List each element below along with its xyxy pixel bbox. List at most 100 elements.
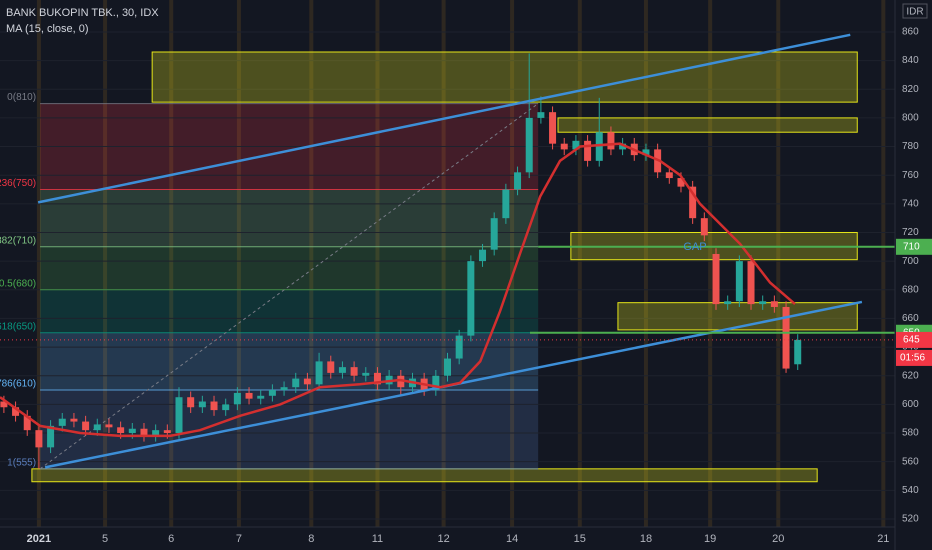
x-tick-label: 7 — [236, 533, 242, 545]
fib-band — [40, 289, 539, 333]
candle-body — [70, 418, 78, 422]
fib-band — [40, 189, 539, 247]
candle-body — [595, 132, 603, 161]
candle-body — [572, 140, 580, 150]
candle-body — [619, 143, 627, 150]
candle-body — [525, 117, 533, 173]
candle-body — [338, 367, 346, 373]
candle-body — [233, 392, 241, 405]
candle-body — [794, 339, 802, 365]
candle-body — [327, 361, 335, 373]
x-tick-label: 14 — [506, 533, 518, 545]
candle-body — [373, 372, 381, 385]
chart-title: BANK BUKOPIN TBK., 30, IDX — [6, 7, 159, 19]
candle-body — [163, 430, 171, 434]
x-tick-label: 11 — [372, 533, 383, 545]
y-tick-label: 600 — [902, 399, 919, 410]
candle-body — [397, 375, 405, 388]
candle-body — [642, 149, 650, 156]
candle-body — [152, 430, 160, 436]
candle-body — [350, 367, 358, 376]
candle-body — [187, 397, 195, 408]
trendline — [37, 33, 851, 204]
y-tick-label: 780 — [902, 141, 919, 152]
zone — [151, 51, 858, 103]
y-tick-label: 620 — [902, 370, 919, 381]
candle-body — [128, 428, 136, 434]
candle-body — [724, 301, 732, 305]
candle-body — [432, 375, 440, 391]
fib-band — [40, 246, 539, 290]
y-tick-label: 580 — [902, 428, 919, 439]
zone — [557, 117, 858, 133]
candle-body — [222, 404, 230, 411]
candle-body — [700, 218, 708, 236]
candle-body — [747, 261, 755, 305]
x-tick-label: 20 — [772, 533, 784, 545]
x-tick-label: 21 — [877, 533, 889, 545]
zone — [617, 302, 858, 331]
candle-body — [665, 172, 673, 179]
y-tick-label: 820 — [902, 84, 919, 95]
candle-body — [23, 415, 31, 431]
candle-body — [759, 301, 767, 305]
candle-body — [735, 261, 743, 302]
price-tag-label: 710 — [903, 241, 920, 252]
x-tick-label: 5 — [102, 533, 108, 545]
candle-body — [175, 397, 183, 434]
y-tick-label: 700 — [902, 256, 919, 267]
candle-body — [198, 401, 206, 408]
x-tick-label: 8 — [308, 533, 314, 545]
candle-body — [479, 249, 487, 262]
price-tag — [896, 238, 932, 255]
candle-body — [280, 387, 288, 391]
y-tick-label: 560 — [902, 456, 919, 467]
candle-body — [12, 407, 20, 416]
y-tick-label: 720 — [902, 227, 919, 238]
fib-label: 0.5(680) — [0, 278, 36, 289]
currency: IDR — [906, 7, 923, 18]
currency-box — [902, 3, 928, 19]
candle-body — [514, 172, 522, 190]
fib-band — [40, 332, 539, 391]
y-tick-label: 840 — [902, 55, 919, 66]
fib-label: 786(610) — [0, 379, 36, 390]
countdown: 01:56 — [900, 353, 925, 364]
candle-body — [467, 261, 475, 336]
candle-body — [303, 378, 311, 385]
fib-trend — [39, 103, 539, 470]
price-tag — [896, 331, 932, 348]
axes: 5205405605806006206406606807007207407607… — [27, 27, 932, 545]
candle-body — [268, 390, 276, 396]
candle-body — [770, 301, 778, 307]
x-tick-label: 12 — [437, 533, 449, 545]
y-tick-label: 520 — [902, 514, 919, 525]
candle-body — [677, 178, 685, 187]
candle-body — [315, 361, 323, 385]
candle-body — [245, 392, 253, 399]
y-tick-label: 740 — [902, 198, 919, 209]
fib-label: 382(710) — [0, 235, 36, 246]
fib-label: 1(555) — [7, 457, 36, 468]
candle-body — [105, 424, 113, 428]
candle-body — [140, 428, 148, 436]
x-tick-label: 2021 — [27, 533, 51, 545]
candle-body — [443, 358, 452, 376]
annotation: GAP — [683, 241, 706, 253]
moving-average — [0, 142, 796, 438]
candle-body — [549, 112, 557, 144]
y-tick-label: 760 — [902, 170, 919, 181]
candle-body — [35, 430, 43, 448]
candle-body — [257, 395, 265, 399]
x-tick-label: 6 — [168, 533, 174, 545]
y-tick-label: 800 — [902, 113, 919, 124]
x-tick-label: 15 — [574, 533, 586, 545]
fib-label: 618(650) — [0, 321, 36, 332]
x-tick-label: 18 — [640, 533, 652, 545]
fib-label: 0(810) — [7, 92, 36, 103]
candle-body — [455, 335, 463, 359]
candle-body — [537, 112, 545, 118]
x-tick-label: 19 — [704, 533, 716, 545]
